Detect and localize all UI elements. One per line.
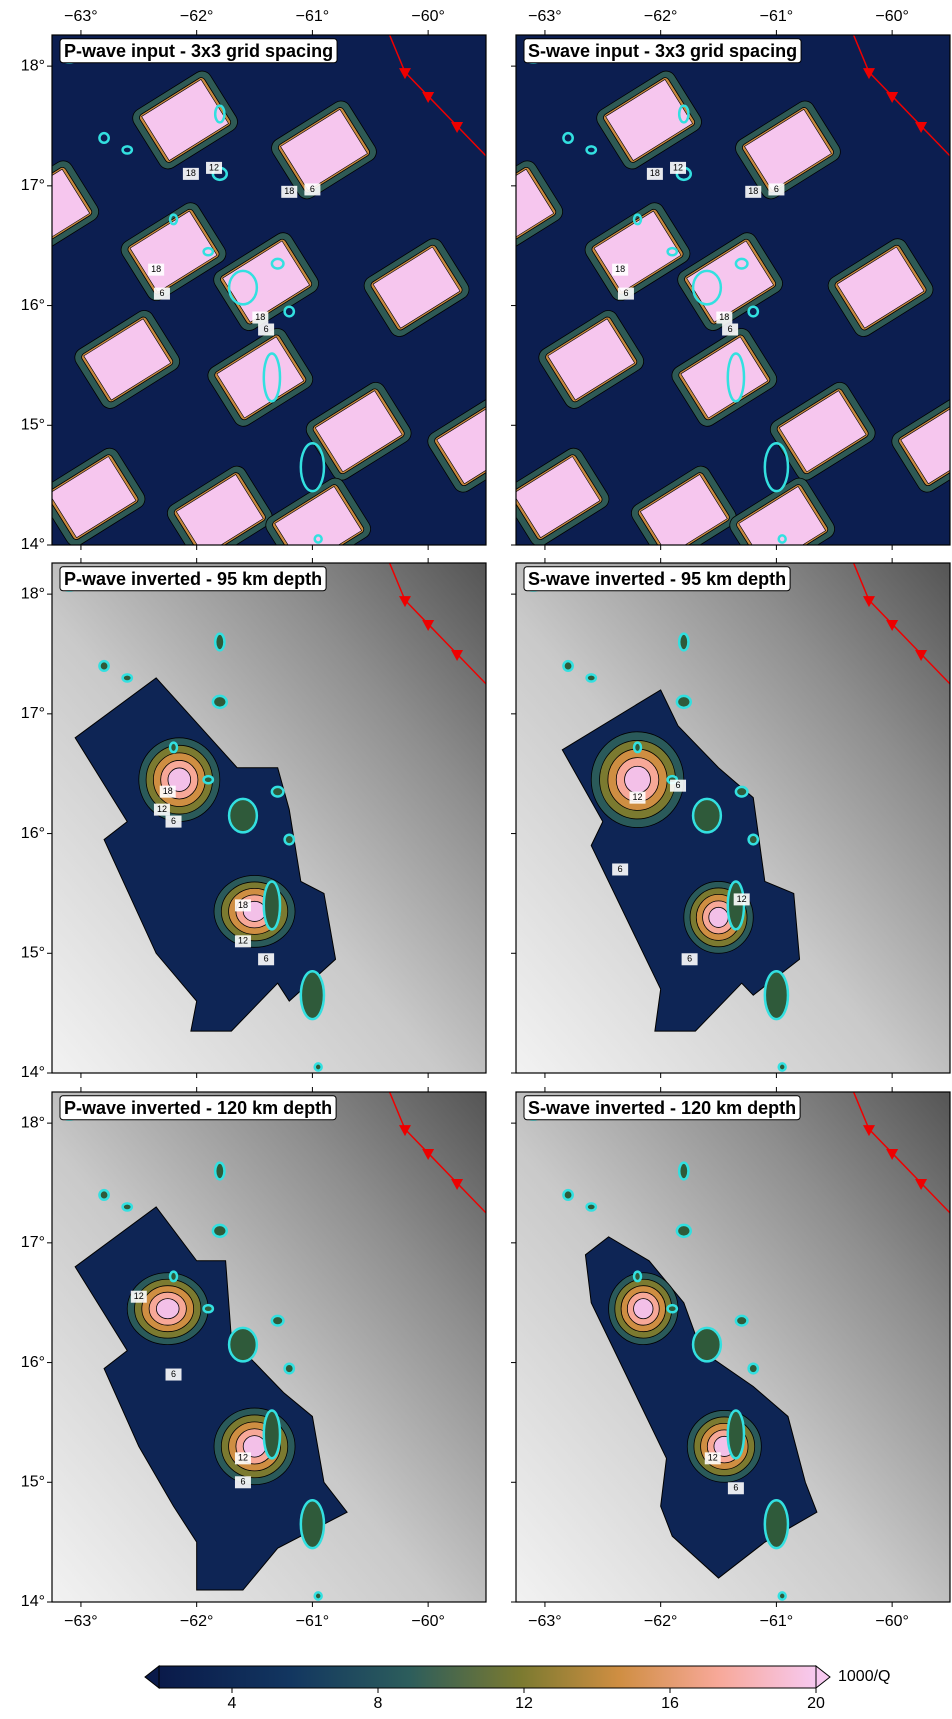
contour-label: 12 [238, 1453, 248, 1463]
contour-label: 12 [737, 894, 747, 904]
y-tick-label: 15° [21, 417, 45, 434]
contour-label: 18 [719, 312, 729, 322]
y-tick-label: 16° [21, 825, 45, 842]
anomaly-contour [634, 1299, 653, 1319]
y-tick-label: 17° [21, 705, 45, 722]
map-panel: 18 12 18 6 18 6 18 6 [454, 30, 952, 580]
contour-label: 12 [134, 1291, 144, 1301]
contour-label: 6 [728, 324, 733, 334]
figure: 18 12 18 6 18 6 18 6 P-wave input - 3x3 grid spa… [0, 0, 952, 1714]
x-tick-label: −61° [760, 1613, 794, 1630]
panel-title: S-wave inverted - 120 km depth [528, 1098, 796, 1118]
map-panel: 12 6 [516, 1087, 950, 1602]
anomaly-contour [709, 907, 728, 927]
x-tick-label: −61° [296, 8, 330, 25]
contour-label: 18 [748, 186, 758, 196]
contour-label: 12 [633, 792, 643, 802]
contour-label: 6 [264, 324, 269, 334]
contour-label: 6 [240, 1477, 245, 1487]
contour-label: 18 [284, 186, 294, 196]
contour-label: 6 [264, 954, 269, 964]
x-tick-label: −63° [528, 1613, 562, 1630]
contour-label: 18 [615, 264, 625, 274]
panel-title: S-wave inverted - 95 km depth [528, 569, 786, 589]
panel-title: P-wave inverted - 120 km depth [64, 1098, 332, 1118]
x-tick-label: −62° [644, 1613, 678, 1630]
y-tick-label: 18° [21, 1114, 45, 1131]
colorbar-tick-label: 4 [228, 1695, 237, 1712]
x-tick-label: −61° [760, 8, 794, 25]
y-tick-label: 18° [21, 57, 45, 74]
contour-label: 6 [171, 816, 176, 826]
y-tick-label: 14° [21, 1593, 45, 1610]
x-tick-label: −63° [64, 8, 98, 25]
x-tick-label: −63° [528, 8, 562, 25]
colorbar-tick-label: 20 [807, 1695, 825, 1712]
contour-label: 18 [151, 264, 161, 274]
contour-label: 12 [708, 1453, 718, 1463]
panel-title: S-wave input - 3x3 grid spacing [528, 41, 797, 61]
colorbar-tick-label: 12 [515, 1695, 533, 1712]
y-tick-label: 15° [21, 945, 45, 962]
x-tick-label: −60° [875, 1613, 909, 1630]
contour-label: 18 [163, 786, 173, 796]
y-tick-label: 16° [21, 1354, 45, 1371]
y-tick-label: 18° [21, 585, 45, 602]
x-tick-label: −60° [411, 8, 445, 25]
colorbar-label: 1000/Q [838, 1668, 890, 1685]
contour-label: 18 [255, 312, 265, 322]
colorbar-tick-label: 16 [661, 1695, 679, 1712]
panel-title: P-wave inverted - 95 km depth [64, 569, 322, 589]
contour-label: 6 [676, 780, 681, 790]
contour-label: 6 [733, 1483, 738, 1493]
contour-label: 6 [310, 184, 315, 194]
map-panel: 12 6 12 6 [52, 1087, 486, 1602]
x-tick-label: −62° [180, 1613, 214, 1630]
contour-label: 12 [157, 804, 167, 814]
x-tick-label: −63° [64, 1613, 98, 1630]
contour-label: 6 [171, 1369, 176, 1379]
x-tick-label: −62° [644, 8, 678, 25]
map-panel: 12 6 6 12 6 [516, 558, 950, 1073]
x-tick-label: −60° [875, 8, 909, 25]
x-tick-label: −61° [296, 1613, 330, 1630]
y-tick-label: 16° [21, 297, 45, 314]
contour-label: 18 [186, 168, 196, 178]
contour-label: 6 [623, 288, 628, 298]
contour-label: 6 [618, 864, 623, 874]
x-tick-label: −62° [180, 8, 214, 25]
map-panel: 18 12 18 6 18 6 18 6 [0, 30, 536, 580]
contour-label: 12 [238, 936, 248, 946]
y-tick-label: 15° [21, 1474, 45, 1491]
contour-label: 6 [159, 288, 164, 298]
map-panel: 18 12 6 18 12 6 [52, 558, 486, 1073]
panel-title: P-wave input - 3x3 grid spacing [64, 41, 333, 61]
y-tick-label: 14° [21, 1064, 45, 1081]
x-tick-label: −60° [411, 1613, 445, 1630]
contour-label: 6 [687, 954, 692, 964]
y-tick-label: 17° [21, 177, 45, 194]
contour-label: 18 [238, 900, 248, 910]
colorbar-high-arrow [816, 1666, 830, 1688]
contour-label: 6 [774, 184, 779, 194]
contour-label: 18 [650, 168, 660, 178]
anomaly-contour [156, 1299, 179, 1319]
contour-label: 12 [673, 162, 683, 172]
contour-label: 12 [209, 162, 219, 172]
colorbar [159, 1666, 816, 1688]
colorbar-low-arrow [145, 1666, 159, 1688]
colorbar-tick-label: 8 [374, 1695, 383, 1712]
anomaly-contour [625, 766, 651, 793]
y-tick-label: 14° [21, 536, 45, 553]
y-tick-label: 17° [21, 1234, 45, 1251]
